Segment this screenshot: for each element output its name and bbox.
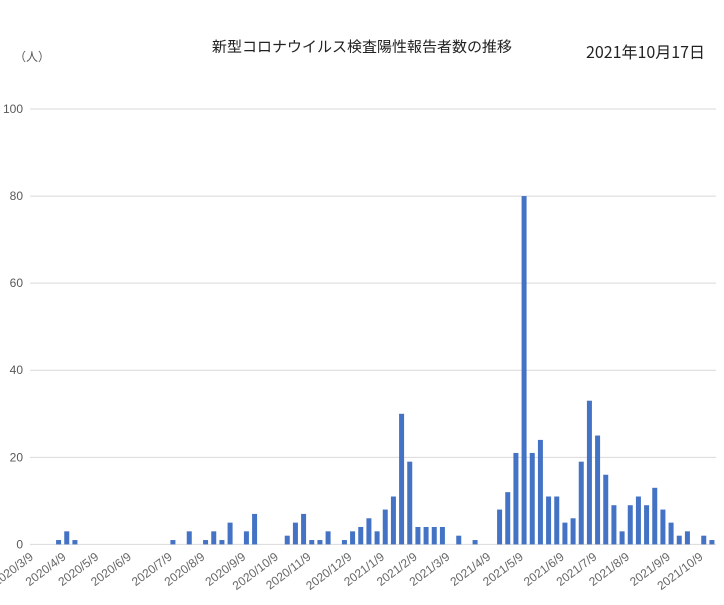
svg-text:60: 60: [10, 276, 24, 290]
svg-text:0: 0: [16, 537, 23, 551]
svg-text:40: 40: [10, 363, 24, 377]
svg-text:20: 20: [10, 450, 24, 464]
svg-text:100: 100: [3, 102, 23, 116]
svg-text:80: 80: [10, 189, 24, 203]
